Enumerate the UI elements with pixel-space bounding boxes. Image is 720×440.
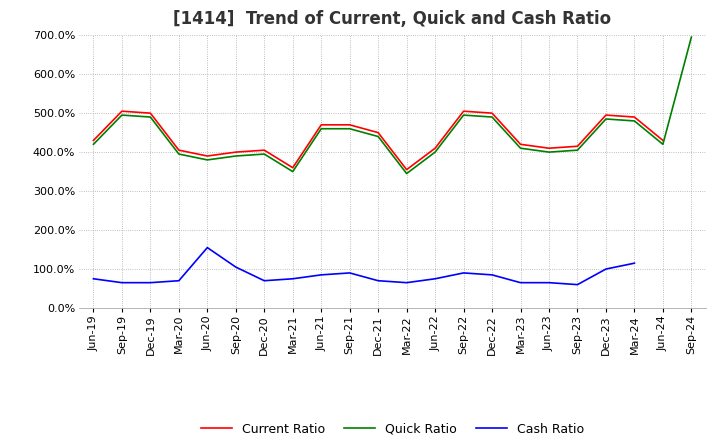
Current Ratio bbox=[402, 167, 411, 172]
Quick Ratio bbox=[174, 151, 183, 157]
Quick Ratio bbox=[545, 150, 554, 155]
Quick Ratio bbox=[487, 114, 496, 120]
Quick Ratio bbox=[346, 126, 354, 132]
Current Ratio bbox=[260, 147, 269, 153]
Cash Ratio bbox=[459, 270, 468, 275]
Line: Current Ratio: Current Ratio bbox=[94, 111, 663, 170]
Quick Ratio bbox=[232, 154, 240, 159]
Current Ratio bbox=[431, 146, 439, 151]
Quick Ratio bbox=[374, 134, 382, 139]
Quick Ratio bbox=[659, 142, 667, 147]
Current Ratio bbox=[659, 138, 667, 143]
Cash Ratio bbox=[630, 260, 639, 266]
Current Ratio bbox=[289, 165, 297, 170]
Quick Ratio bbox=[687, 34, 696, 40]
Current Ratio bbox=[487, 110, 496, 116]
Quick Ratio bbox=[203, 157, 212, 162]
Cash Ratio bbox=[260, 278, 269, 283]
Quick Ratio bbox=[402, 171, 411, 176]
Line: Quick Ratio: Quick Ratio bbox=[94, 37, 691, 173]
Cash Ratio bbox=[487, 272, 496, 278]
Current Ratio bbox=[459, 109, 468, 114]
Cash Ratio bbox=[117, 280, 126, 285]
Cash Ratio bbox=[89, 276, 98, 282]
Quick Ratio bbox=[317, 126, 325, 132]
Cash Ratio bbox=[516, 280, 525, 285]
Quick Ratio bbox=[516, 146, 525, 151]
Title: [1414]  Trend of Current, Quick and Cash Ratio: [1414] Trend of Current, Quick and Cash … bbox=[174, 10, 611, 28]
Current Ratio bbox=[630, 114, 639, 120]
Cash Ratio bbox=[545, 280, 554, 285]
Line: Cash Ratio: Cash Ratio bbox=[94, 248, 634, 285]
Current Ratio bbox=[346, 122, 354, 128]
Cash Ratio bbox=[402, 280, 411, 285]
Quick Ratio bbox=[289, 169, 297, 174]
Current Ratio bbox=[374, 130, 382, 135]
Cash Ratio bbox=[573, 282, 582, 287]
Cash Ratio bbox=[602, 266, 611, 271]
Current Ratio bbox=[573, 143, 582, 149]
Legend: Current Ratio, Quick Ratio, Cash Ratio: Current Ratio, Quick Ratio, Cash Ratio bbox=[196, 418, 589, 440]
Current Ratio bbox=[232, 150, 240, 155]
Quick Ratio bbox=[117, 113, 126, 118]
Quick Ratio bbox=[146, 114, 155, 120]
Current Ratio bbox=[117, 109, 126, 114]
Cash Ratio bbox=[146, 280, 155, 285]
Cash Ratio bbox=[203, 245, 212, 250]
Current Ratio bbox=[317, 122, 325, 128]
Current Ratio bbox=[174, 147, 183, 153]
Cash Ratio bbox=[431, 276, 439, 282]
Cash Ratio bbox=[346, 270, 354, 275]
Quick Ratio bbox=[260, 151, 269, 157]
Cash Ratio bbox=[232, 264, 240, 270]
Quick Ratio bbox=[630, 118, 639, 124]
Current Ratio bbox=[203, 154, 212, 159]
Quick Ratio bbox=[573, 147, 582, 153]
Current Ratio bbox=[146, 110, 155, 116]
Current Ratio bbox=[516, 142, 525, 147]
Cash Ratio bbox=[289, 276, 297, 282]
Quick Ratio bbox=[89, 142, 98, 147]
Current Ratio bbox=[545, 146, 554, 151]
Cash Ratio bbox=[174, 278, 183, 283]
Quick Ratio bbox=[602, 116, 611, 121]
Quick Ratio bbox=[459, 113, 468, 118]
Cash Ratio bbox=[374, 278, 382, 283]
Current Ratio bbox=[602, 113, 611, 118]
Cash Ratio bbox=[317, 272, 325, 278]
Quick Ratio bbox=[431, 150, 439, 155]
Current Ratio bbox=[89, 138, 98, 143]
